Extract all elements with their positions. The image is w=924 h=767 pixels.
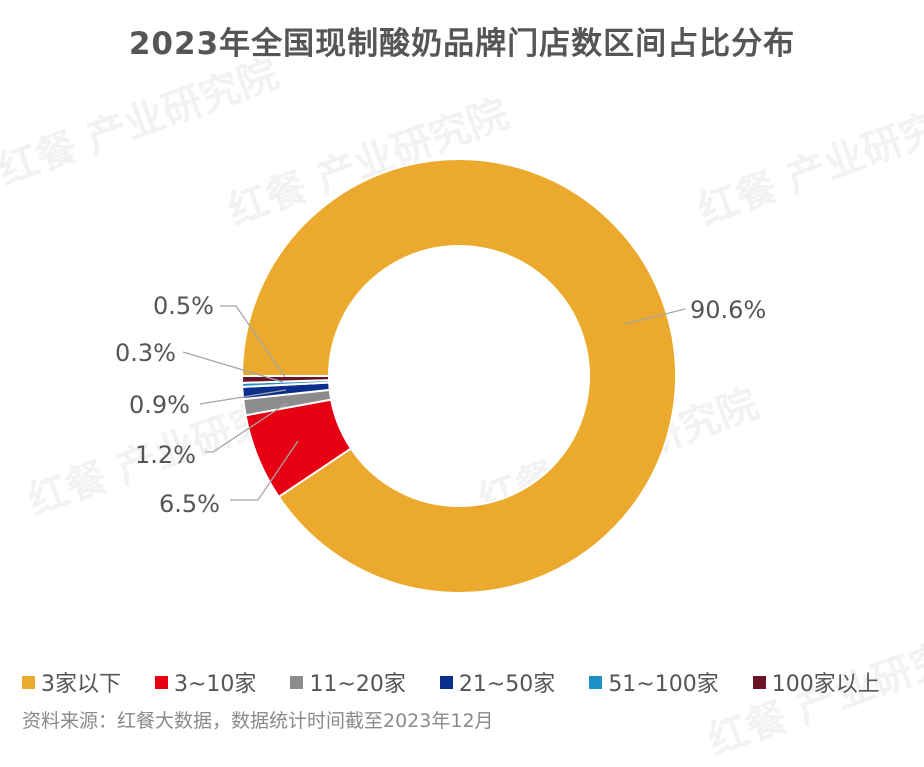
leader-line — [220, 305, 286, 378]
leader-line — [182, 351, 284, 383]
legend-item[interactable]: 3家以下 — [22, 666, 121, 698]
legend-swatch — [155, 675, 168, 689]
legend-item[interactable]: 21~50家 — [439, 666, 556, 698]
donut-slices — [240, 158, 677, 594]
data-labels: 90.6% 6.5% 1.2% 0.9% 0.3% 0.5% — [115, 292, 766, 518]
legend-label: 21~50家 — [458, 672, 556, 697]
legend-label: 3家以下 — [41, 672, 121, 697]
legend-item[interactable]: 51~100家 — [589, 666, 719, 698]
legend-swatch — [589, 675, 603, 689]
leader-line — [199, 389, 287, 405]
data-label: 0.5% — [153, 292, 214, 320]
donut-slice[interactable] — [240, 375, 331, 384]
chart-title: 2023年全国现制酸奶品牌门店数区间占比分布 — [128, 26, 796, 62]
leader-line — [205, 402, 288, 453]
legend-item[interactable]: 11~20家 — [290, 666, 406, 698]
legend-label: 100家以上 — [771, 672, 880, 697]
leader-lines — [182, 305, 686, 501]
leader-line — [230, 440, 299, 501]
data-label: 1.2% — [135, 441, 196, 469]
legend-swatch — [439, 675, 453, 689]
donut-slice[interactable] — [240, 158, 677, 594]
legend-swatch — [22, 675, 35, 689]
legend-item[interactable]: 100家以上 — [752, 666, 880, 698]
data-label: 0.3% — [115, 339, 176, 367]
data-label: 90.6% — [690, 296, 766, 324]
legend-label: 11~20家 — [309, 672, 406, 697]
legend-swatch — [752, 675, 766, 689]
legend-swatch — [290, 675, 304, 689]
legend: 3家以下 3~10家 11~20家 21~50家 51~100家 100家以上 — [22, 666, 914, 698]
legend-label: 3~10家 — [174, 672, 257, 697]
legend-item[interactable]: 3~10家 — [155, 666, 256, 698]
legend-label: 51~100家 — [608, 672, 719, 697]
donut-chart: 90.6% 6.5% 1.2% 0.9% 0.3% 0.5% — [115, 158, 766, 594]
data-label: 0.9% — [129, 391, 190, 419]
data-label: 6.5% — [159, 490, 220, 518]
source-note: 资料来源：红餐大数据，数据统计时间截至2023年12月 — [22, 710, 494, 732]
leader-line — [624, 308, 686, 325]
